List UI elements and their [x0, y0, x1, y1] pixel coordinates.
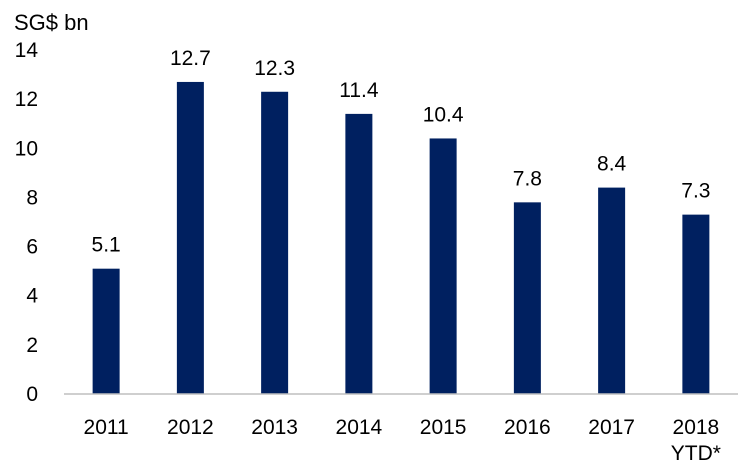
bar	[598, 187, 626, 394]
data-label: 11.4	[339, 79, 379, 102]
y-tick-label: 2	[26, 334, 38, 357]
y-tick-label: 6	[26, 236, 38, 259]
y-tick-label: 12	[15, 88, 38, 111]
y-axis-label: SG$ bn	[14, 10, 89, 35]
y-axis-ticks: 0 2 4 6 8 10 12 14	[15, 39, 39, 406]
x-tick-label: 2015	[420, 416, 467, 439]
x-axis-ticks: 2011 2012 2013 2014 2015 2016 2017 2018 YTD*	[84, 416, 721, 465]
x-tick-label: 2012	[167, 416, 214, 439]
y-tick-label: 8	[26, 186, 38, 209]
data-label: 8.4	[597, 153, 627, 176]
x-tick-label: 2017	[588, 416, 635, 439]
data-label: 7.3	[681, 180, 710, 203]
value-labels: 5.1 12.7 12.3 11.4 10.4 7.8 8.4 7.3	[92, 47, 711, 257]
y-tick-label: 10	[15, 137, 38, 160]
bar	[682, 214, 710, 394]
bar	[513, 202, 541, 394]
data-label: 7.8	[513, 167, 542, 190]
bar	[176, 81, 204, 394]
x-tick-label: 2016	[504, 416, 551, 439]
data-label: 12.7	[170, 47, 211, 70]
data-label: 12.3	[254, 57, 295, 80]
x-tick-label: 2014	[336, 416, 383, 439]
bar	[429, 138, 457, 394]
bar	[92, 268, 120, 394]
y-tick-label: 0	[26, 383, 38, 406]
data-label: 5.1	[92, 234, 121, 257]
bar	[261, 91, 289, 395]
y-tick-label: 4	[26, 285, 38, 308]
y-tick-label: 14	[15, 39, 39, 62]
bars	[92, 81, 710, 395]
bar	[345, 113, 373, 394]
x-tick-label: 2011	[84, 416, 129, 439]
x-tick-label: YTD*	[671, 442, 721, 465]
x-tick-label: 2018	[673, 416, 720, 439]
x-tick-label: 2013	[251, 416, 298, 439]
data-label: 10.4	[423, 103, 464, 126]
